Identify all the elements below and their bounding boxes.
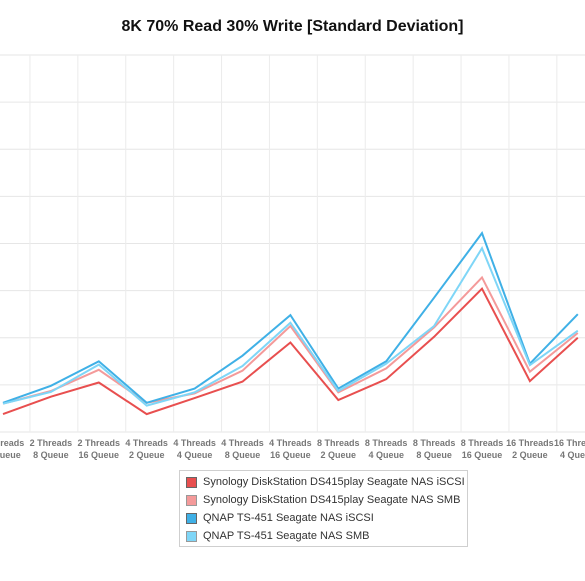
- x-tick-label: 2 Queue: [321, 450, 357, 460]
- x-tick-label: 8 Threads: [317, 438, 360, 448]
- chart-title: 8K 70% Read 30% Write [Standard Deviatio…: [121, 18, 464, 35]
- legend-label: QNAP TS-451 Seagate NAS iSCSI: [203, 512, 374, 524]
- legend-item[interactable]: QNAP TS-451 Seagate NAS iSCSI: [186, 511, 374, 525]
- legend-label: Synology DiskStation DS415play Seagate N…: [203, 476, 465, 488]
- x-tick-label: 4 Queue: [560, 450, 585, 460]
- x-tick-label: 4 Queue: [177, 450, 213, 460]
- x-tick-label: 2 Threads: [78, 438, 121, 448]
- legend-item[interactable]: Synology DiskStation DS415play Seagate N…: [186, 493, 460, 507]
- x-tick-label: 16 Threads: [506, 438, 554, 448]
- x-tick-label: 4 Threads: [269, 438, 312, 448]
- x-tick-label: 16 Queue: [79, 450, 120, 460]
- x-tick-label: 8 Queue: [225, 450, 261, 460]
- series-line-3: [2, 231, 579, 404]
- x-tick-label: 8 Queue: [33, 450, 69, 460]
- legend: Synology DiskStation DS415play Seagate N…: [179, 470, 468, 547]
- x-tick-label: 8 Threads: [461, 438, 504, 448]
- series-line-1: [2, 287, 579, 416]
- legend-item[interactable]: QNAP TS-451 Seagate NAS SMB: [186, 529, 370, 543]
- x-tick-label: 4 Queue: [368, 450, 404, 460]
- x-tick-label: 4 Threads: [173, 438, 216, 448]
- x-axis-tick-labels: 1 Threads 1 Queue 2 Threads 8 Queue 2 Thread…: [0, 438, 585, 460]
- legend-swatch: [186, 494, 197, 506]
- series-line-4: [2, 246, 579, 407]
- x-tick-label: 4 Threads: [125, 438, 168, 448]
- legend-label: Synology DiskStation DS415play Seagate N…: [203, 494, 461, 506]
- x-tick-label: 1 Queue: [0, 450, 21, 460]
- legend-label: QNAP TS-451 Seagate NAS SMB: [203, 530, 370, 542]
- x-tick-label: 1 Threads: [0, 438, 24, 448]
- line-chart: 1 Threads 1 Queue 2 Threads 8 Queue 2 Thread…: [0, 54, 585, 460]
- legend-swatch: [186, 512, 197, 524]
- x-tick-label: 8 Queue: [416, 450, 452, 460]
- x-tick-label: 8 Threads: [365, 438, 408, 448]
- x-tick-label: 16 Threads: [554, 438, 585, 448]
- x-tick-label: 2 Threads: [30, 438, 73, 448]
- grid-lines: [0, 54, 585, 433]
- x-tick-label: 2 Queue: [129, 450, 165, 460]
- x-tick-label: 16 Queue: [462, 450, 503, 460]
- x-tick-label: 8 Threads: [413, 438, 456, 448]
- series-line-2: [2, 275, 579, 405]
- x-tick-label: 4 Threads: [221, 438, 264, 448]
- x-tick-label: 2 Queue: [512, 450, 548, 460]
- series-lines: [2, 231, 579, 416]
- legend-swatch: [186, 476, 197, 488]
- legend-swatch: [186, 530, 197, 542]
- legend-item[interactable]: Synology DiskStation DS415play Seagate N…: [186, 475, 465, 489]
- x-tick-label: 16 Queue: [270, 450, 311, 460]
